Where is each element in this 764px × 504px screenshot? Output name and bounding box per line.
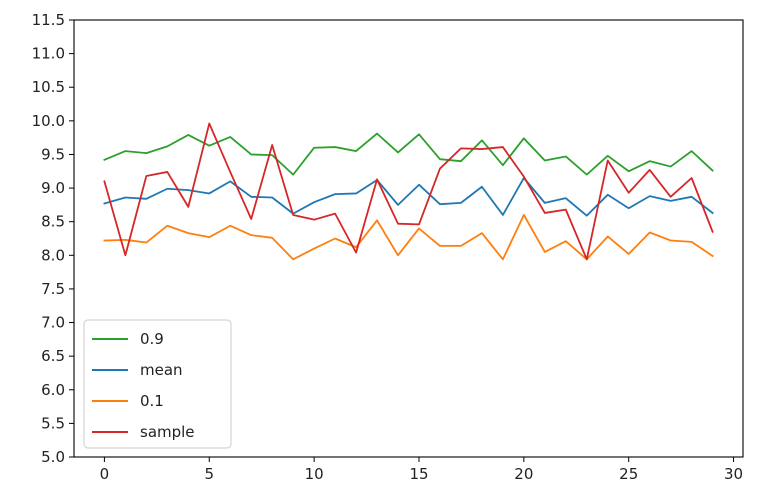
- y-tick-label: 8.5: [41, 213, 65, 231]
- x-tick-label: 20: [514, 465, 533, 483]
- y-tick-label: 10.5: [32, 78, 65, 96]
- y-tick-label: 10.0: [32, 112, 65, 130]
- y-tick-label: 5.5: [41, 414, 65, 432]
- y-tick-label: 5.0: [41, 448, 65, 466]
- legend-label: mean: [140, 361, 183, 379]
- x-tick-label: 10: [305, 465, 324, 483]
- y-tick-label: 7.5: [41, 280, 65, 298]
- y-tick-label: 11.0: [32, 45, 65, 63]
- y-tick-label: 8.0: [41, 246, 65, 264]
- x-tick-label: 25: [619, 465, 638, 483]
- series-line-1: [103, 177, 714, 217]
- plot-frame: [73, 19, 744, 458]
- legend-label: 0.9: [140, 330, 164, 348]
- y-tick-label: 6.5: [41, 347, 65, 365]
- y-tick-label: 9.0: [41, 179, 65, 197]
- legend-box: [83, 319, 232, 449]
- x-axis: 0 5 10 15 20 25 30: [100, 457, 743, 483]
- y-tick-label: 9.5: [41, 145, 65, 163]
- x-tick-label: 30: [724, 465, 743, 483]
- x-tick-label: 5: [204, 465, 214, 483]
- series-line-0: [103, 132, 714, 176]
- y-tick-label: 11.5: [32, 11, 65, 29]
- series-line-3: [103, 122, 714, 261]
- x-tick-label: 0: [100, 465, 110, 483]
- legend-label: 0.1: [140, 392, 164, 410]
- legend: 0.9 mean 0.1 sample: [83, 319, 232, 449]
- legend-label: sample: [140, 423, 195, 441]
- series-line-2: [103, 214, 714, 261]
- y-tick-label: 7.0: [41, 314, 65, 332]
- series-layer: [103, 122, 714, 261]
- y-axis: 5.0 5.5 6.0 6.5 7.0 7.5 8.0 8.5 9.0 9.5 10.0 10.5 11…: [32, 11, 74, 466]
- y-tick-label: 6.0: [41, 381, 65, 399]
- x-tick-label: 15: [409, 465, 428, 483]
